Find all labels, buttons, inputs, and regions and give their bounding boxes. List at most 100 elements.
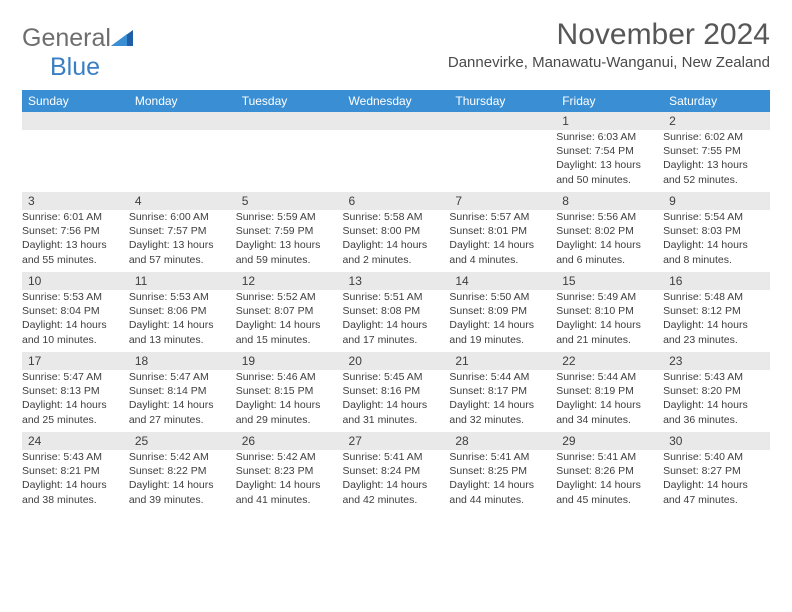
sunset-text: Sunset: 8:06 PM bbox=[129, 304, 236, 318]
daylight-text: and 6 minutes. bbox=[556, 253, 663, 267]
day-number: 6 bbox=[343, 192, 450, 210]
day-number-cell: 5 bbox=[236, 192, 343, 210]
day-number-cell bbox=[449, 112, 556, 130]
day-number: 24 bbox=[22, 432, 129, 450]
daynum-row: 10111213141516 bbox=[22, 272, 770, 290]
day-header: Sunday bbox=[22, 90, 129, 112]
sunrise-text: Sunrise: 5:54 AM bbox=[663, 210, 770, 224]
day-number: 3 bbox=[22, 192, 129, 210]
day-number-cell bbox=[236, 112, 343, 130]
day-detail-cell: Sunrise: 6:02 AMSunset: 7:55 PMDaylight:… bbox=[663, 130, 770, 192]
sunrise-text: Sunrise: 5:51 AM bbox=[343, 290, 450, 304]
sunrise-text: Sunrise: 5:43 AM bbox=[663, 370, 770, 384]
sunset-text: Sunset: 8:03 PM bbox=[663, 224, 770, 238]
sunrise-text: Sunrise: 5:41 AM bbox=[449, 450, 556, 464]
day-detail-cell: Sunrise: 5:42 AMSunset: 8:22 PMDaylight:… bbox=[129, 450, 236, 512]
day-detail-cell: Sunrise: 5:53 AMSunset: 8:04 PMDaylight:… bbox=[22, 290, 129, 352]
logo-triangle-icon bbox=[111, 24, 133, 53]
daylight-text: and 38 minutes. bbox=[22, 493, 129, 507]
day-detail-cell: Sunrise: 5:47 AMSunset: 8:13 PMDaylight:… bbox=[22, 370, 129, 432]
day-number: 20 bbox=[343, 352, 450, 370]
day-detail-cell: Sunrise: 5:59 AMSunset: 7:59 PMDaylight:… bbox=[236, 210, 343, 272]
day-number: 29 bbox=[556, 432, 663, 450]
day-number-cell: 12 bbox=[236, 272, 343, 290]
daylight-text: Daylight: 14 hours bbox=[449, 238, 556, 252]
day-number: 14 bbox=[449, 272, 556, 290]
sunrise-text: Sunrise: 5:44 AM bbox=[449, 370, 556, 384]
calendar-page: General November 2024 Dannevirke, Manawa… bbox=[0, 0, 792, 522]
daylight-text: and 25 minutes. bbox=[22, 413, 129, 427]
day-number-cell: 15 bbox=[556, 272, 663, 290]
daylight-text: Daylight: 14 hours bbox=[663, 398, 770, 412]
daynum-row: 12 bbox=[22, 112, 770, 130]
sunrise-text: Sunrise: 5:42 AM bbox=[236, 450, 343, 464]
daylight-text: Daylight: 14 hours bbox=[449, 318, 556, 332]
day-number-cell bbox=[22, 112, 129, 130]
day-header: Saturday bbox=[663, 90, 770, 112]
day-header: Wednesday bbox=[343, 90, 450, 112]
daylight-text: and 8 minutes. bbox=[663, 253, 770, 267]
sunrise-text: Sunrise: 6:03 AM bbox=[556, 130, 663, 144]
day-detail-cell: Sunrise: 6:03 AMSunset: 7:54 PMDaylight:… bbox=[556, 130, 663, 192]
daylight-text: Daylight: 13 hours bbox=[22, 238, 129, 252]
day-number: 11 bbox=[129, 272, 236, 290]
day-number-cell: 7 bbox=[449, 192, 556, 210]
sunset-text: Sunset: 8:13 PM bbox=[22, 384, 129, 398]
daylight-text: and 10 minutes. bbox=[22, 333, 129, 347]
daylight-text: and 44 minutes. bbox=[449, 493, 556, 507]
daylight-text: and 55 minutes. bbox=[22, 253, 129, 267]
daynum-row: 17181920212223 bbox=[22, 352, 770, 370]
day-number-cell: 1 bbox=[556, 112, 663, 130]
sunrise-text: Sunrise: 5:47 AM bbox=[22, 370, 129, 384]
sunset-text: Sunset: 8:09 PM bbox=[449, 304, 556, 318]
daylight-text: and 13 minutes. bbox=[129, 333, 236, 347]
day-number bbox=[129, 112, 236, 116]
day-detail-cell: Sunrise: 5:41 AMSunset: 8:24 PMDaylight:… bbox=[343, 450, 450, 512]
day-detail-cell: Sunrise: 5:46 AMSunset: 8:15 PMDaylight:… bbox=[236, 370, 343, 432]
sunset-text: Sunset: 8:20 PM bbox=[663, 384, 770, 398]
daylight-text: Daylight: 14 hours bbox=[343, 238, 450, 252]
sunrise-text: Sunrise: 6:01 AM bbox=[22, 210, 129, 224]
sunset-text: Sunset: 7:56 PM bbox=[22, 224, 129, 238]
day-number-cell: 25 bbox=[129, 432, 236, 450]
daylight-text: and 21 minutes. bbox=[556, 333, 663, 347]
sunrise-text: Sunrise: 5:42 AM bbox=[129, 450, 236, 464]
day-number: 13 bbox=[343, 272, 450, 290]
daylight-text: and 32 minutes. bbox=[449, 413, 556, 427]
day-number-cell: 16 bbox=[663, 272, 770, 290]
daylight-text: Daylight: 14 hours bbox=[343, 478, 450, 492]
daylight-text: and 23 minutes. bbox=[663, 333, 770, 347]
sunset-text: Sunset: 8:23 PM bbox=[236, 464, 343, 478]
day-number-cell: 27 bbox=[343, 432, 450, 450]
sunset-text: Sunset: 7:57 PM bbox=[129, 224, 236, 238]
daylight-text: Daylight: 13 hours bbox=[663, 158, 770, 172]
daylight-text: and 47 minutes. bbox=[663, 493, 770, 507]
daylight-text: and 42 minutes. bbox=[343, 493, 450, 507]
day-header: Friday bbox=[556, 90, 663, 112]
daylight-text: Daylight: 14 hours bbox=[236, 478, 343, 492]
sunset-text: Sunset: 8:01 PM bbox=[449, 224, 556, 238]
day-detail-cell bbox=[236, 130, 343, 192]
detail-row: Sunrise: 5:47 AMSunset: 8:13 PM Daylight:… bbox=[22, 370, 770, 432]
day-detail-cell: Sunrise: 5:42 AMSunset: 8:23 PMDaylight:… bbox=[236, 450, 343, 512]
day-detail-cell: Sunrise: 5:57 AMSunset: 8:01 PMDaylight:… bbox=[449, 210, 556, 272]
daylight-text: Daylight: 14 hours bbox=[343, 318, 450, 332]
daylight-text: and 34 minutes. bbox=[556, 413, 663, 427]
daylight-text: and 29 minutes. bbox=[236, 413, 343, 427]
day-detail-cell: Sunrise: 5:41 AMSunset: 8:26 PMDaylight:… bbox=[556, 450, 663, 512]
sunrise-text: Sunrise: 5:46 AM bbox=[236, 370, 343, 384]
sunset-text: Sunset: 8:26 PM bbox=[556, 464, 663, 478]
day-number-cell: 14 bbox=[449, 272, 556, 290]
daylight-text: and 31 minutes. bbox=[343, 413, 450, 427]
daylight-text: Daylight: 14 hours bbox=[663, 238, 770, 252]
day-number: 5 bbox=[236, 192, 343, 210]
sunrise-text: Sunrise: 5:59 AM bbox=[236, 210, 343, 224]
daylight-text: Daylight: 14 hours bbox=[663, 478, 770, 492]
sunset-text: Sunset: 8:16 PM bbox=[343, 384, 450, 398]
sunrise-text: Sunrise: 5:41 AM bbox=[343, 450, 450, 464]
day-number bbox=[22, 112, 129, 116]
calendar-table: Sunday Monday Tuesday Wednesday Thursday… bbox=[22, 90, 770, 512]
daylight-text: and 17 minutes. bbox=[343, 333, 450, 347]
day-number bbox=[343, 112, 450, 116]
day-number: 27 bbox=[343, 432, 450, 450]
